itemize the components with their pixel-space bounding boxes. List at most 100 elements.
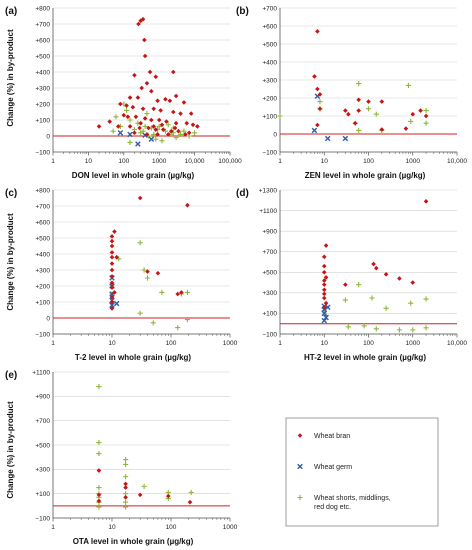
y-axis-label: Change (%) in by-product [6, 29, 15, 127]
point-wheat-bran [170, 69, 176, 75]
y-tick-label: +900 [35, 394, 50, 401]
point-wheat-bran [170, 109, 176, 115]
point-wheat-shorts [173, 135, 179, 141]
y-tick-label: +300 [262, 290, 277, 297]
point-wheat-shorts [156, 123, 162, 129]
x-tick-label: 10,000 [447, 340, 467, 347]
point-wheat-bran [346, 111, 351, 117]
legend-box [285, 417, 439, 527]
point-wheat-bran [383, 272, 389, 277]
point-wheat-bran [109, 294, 115, 300]
point-wheat-shorts [96, 504, 102, 510]
point-wheat-bran [123, 495, 128, 500]
point-wheat-shorts [142, 123, 148, 129]
point-wheat-bran [156, 117, 162, 123]
x-tick-label: 1 [51, 158, 55, 165]
point-wheat-shorts [410, 327, 416, 333]
point-wheat-bran [315, 122, 320, 128]
point-wheat-bran [132, 130, 137, 136]
x-tick-label: 1 [51, 340, 55, 347]
y-tick-label: +700 [262, 5, 277, 12]
point-wheat-bran [323, 275, 329, 280]
point-wheat-shorts [356, 127, 362, 133]
point-wheat-bran [317, 106, 323, 112]
point-wheat-bran [109, 234, 115, 239]
y-tick-label: +300 [35, 85, 50, 92]
point-wheat-shorts [423, 120, 429, 126]
x-tick-label: 1000 [406, 340, 421, 347]
y-tick-label: +200 [262, 95, 277, 102]
x-axis-label: DON level in whole grain (µg/kg) [72, 171, 195, 180]
point-wheat-germ [117, 130, 124, 136]
x-tick-label: 100 [363, 158, 374, 165]
legend-marker-plus [297, 494, 303, 501]
legend: Wheat bran Wheat germ Wheat shorts, midd… [285, 417, 439, 527]
point-wheat-germ [321, 310, 328, 317]
point-wheat-bran [109, 280, 115, 286]
y-tick-label: +1300 [259, 187, 278, 194]
legend-label-line: red dog etc. [314, 504, 351, 511]
y-tick-label: +500 [35, 442, 50, 449]
point-wheat-bran [321, 287, 327, 293]
y-tick-label: 0 [273, 131, 277, 138]
x-tick-label: 10,000 [185, 158, 205, 165]
panel-letter: (a) [5, 6, 17, 17]
point-wheat-bran [186, 130, 192, 136]
y-tick-label: 0 [46, 315, 50, 322]
point-wheat-shorts [373, 326, 379, 332]
legend-label: Wheat bran [314, 433, 350, 440]
point-wheat-shorts [184, 289, 191, 295]
point-wheat-bran [181, 100, 187, 105]
point-wheat-shorts [175, 325, 181, 331]
point-wheat-bran [321, 282, 327, 287]
point-wheat-bran [159, 122, 165, 128]
point-wheat-shorts [127, 117, 133, 123]
y-tick-label: +500 [35, 235, 50, 242]
point-wheat-bran [109, 261, 115, 266]
point-wheat-bran [151, 106, 157, 112]
y-tick-label: +800 [35, 187, 50, 194]
panel-b: (b) ZEN level in whole grain (µg/kg) −10… [236, 5, 467, 180]
y-tick-label: −100 [262, 331, 277, 338]
point-wheat-shorts [405, 82, 412, 88]
legend-marker-x [297, 463, 303, 470]
point-wheat-bran [123, 481, 128, 487]
point-wheat-shorts [396, 327, 403, 333]
point-wheat-bran [151, 124, 157, 129]
point-wheat-bran [124, 103, 129, 108]
x-tick-label: 100 [166, 340, 177, 347]
panel-d: (d) HT-2 level in whole grain (µg/kg) −1… [236, 187, 467, 362]
point-wheat-germ [311, 127, 318, 134]
point-wheat-bran [142, 37, 147, 43]
point-wheat-bran [164, 119, 169, 124]
point-wheat-shorts [373, 111, 379, 117]
legend-marker-diamond [297, 433, 303, 438]
point-wheat-bran [178, 111, 183, 116]
point-wheat-bran [315, 29, 320, 34]
y-axis-label: Change (%) in by-product [6, 213, 15, 311]
point-wheat-bran [139, 85, 144, 91]
point-wheat-bran [190, 122, 196, 128]
point-wheat-shorts [317, 99, 323, 105]
y-tick-label: −100 [35, 149, 50, 156]
point-wheat-bran [140, 16, 146, 22]
point-wheat-bran [142, 116, 148, 121]
point-wheat-shorts [423, 296, 429, 302]
point-wheat-bran [140, 106, 146, 112]
point-wheat-bran [163, 96, 168, 102]
y-tick-label: +600 [262, 23, 277, 30]
point-wheat-bran [321, 304, 327, 310]
point-wheat-bran [127, 124, 133, 129]
point-wheat-bran [175, 291, 181, 297]
point-wheat-germ [148, 136, 155, 142]
point-wheat-bran [165, 132, 171, 137]
y-tick-label: +600 [35, 219, 50, 226]
point-wheat-shorts [159, 289, 165, 295]
point-wheat-bran [315, 86, 320, 92]
point-wheat-bran [144, 80, 150, 86]
legend-label-line: Wheat shorts, middlings, [314, 495, 391, 502]
point-wheat-shorts [122, 457, 129, 463]
point-wheat-bran [418, 108, 423, 113]
y-tick-label: +300 [35, 267, 50, 274]
point-wheat-bran [297, 433, 303, 438]
